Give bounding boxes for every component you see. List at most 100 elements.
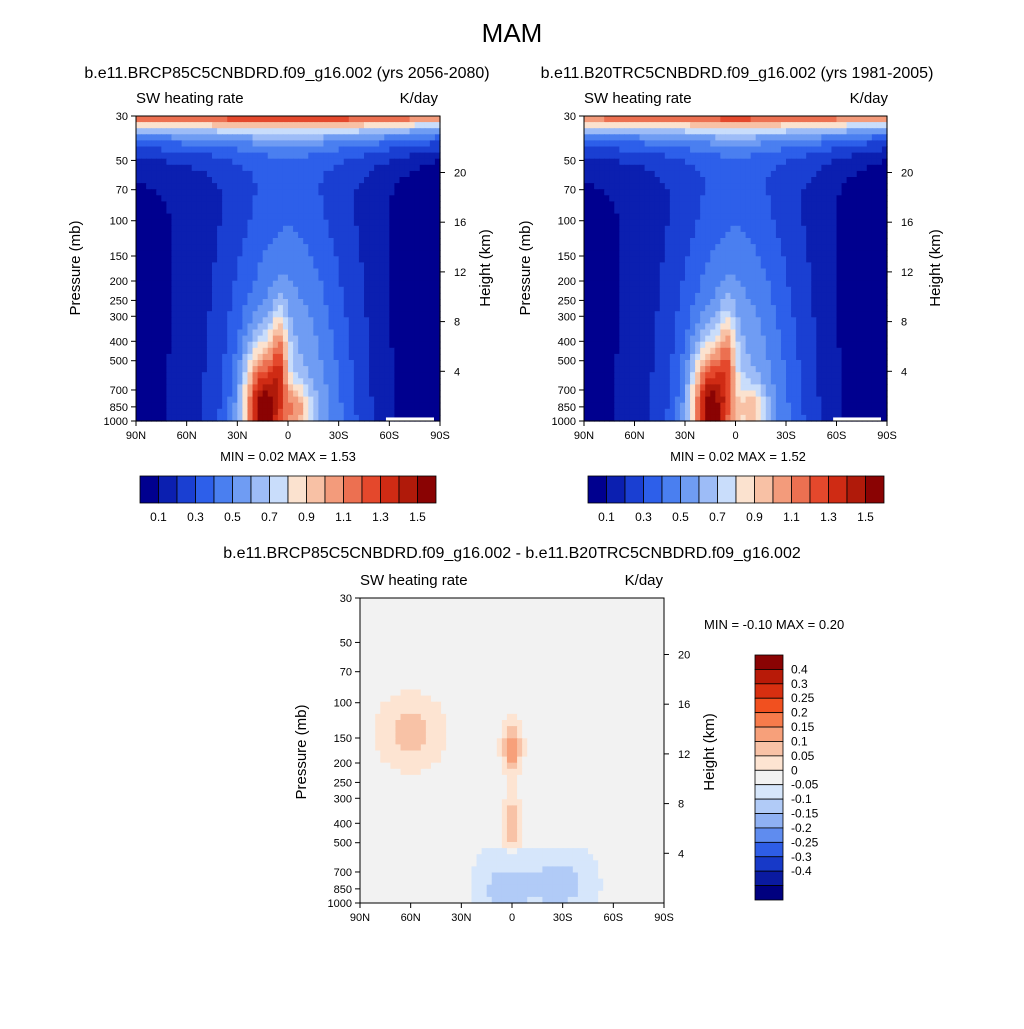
- colorbar-swatch: [681, 476, 700, 503]
- x-tick-label: 30S: [776, 430, 796, 442]
- colorbar-swatch: [344, 476, 363, 503]
- height-tick-label: 20: [678, 649, 690, 661]
- height-tick-label: 16: [678, 699, 690, 711]
- colorbar-swatch: [399, 476, 418, 503]
- colorbar-swatch: [736, 476, 755, 503]
- y-tick-label: 700: [334, 867, 352, 879]
- colorbar-label: 1.1: [335, 510, 352, 524]
- colorbar-label: 0.25: [791, 691, 815, 705]
- colorbar-swatch: [755, 741, 783, 755]
- colorbar-label: 0.4: [791, 662, 808, 676]
- height-tick-label: 20: [901, 167, 913, 179]
- y-tick-label: 400: [558, 336, 576, 348]
- colorbar-swatch: [866, 476, 885, 503]
- colorbar-swatch: [214, 476, 233, 503]
- x-tick-label: 60N: [624, 430, 644, 442]
- y-tick-label: 500: [334, 838, 352, 850]
- colorbar-label: 0.7: [261, 510, 278, 524]
- panel-title: b.e11.BRCP85C5CNBDRD.f09_g16.002 (yrs 20…: [84, 65, 489, 82]
- panel-rcp85: b.e11.BRCP85C5CNBDRD.f09_g16.002 (yrs 20…: [67, 65, 494, 524]
- height-tick-label: 16: [901, 217, 913, 229]
- variable-label: SW heating rate: [584, 90, 692, 107]
- colorbar-label: 1.5: [409, 510, 426, 524]
- y-tick-label: 200: [110, 276, 128, 288]
- y-tick-label: 400: [334, 818, 352, 830]
- y-tick-label: 70: [116, 185, 128, 197]
- colorbar-swatch: [755, 727, 783, 741]
- colorbar-label: 0.05: [791, 749, 815, 763]
- y-tick-label: 500: [558, 356, 576, 368]
- y-axis-label: Pressure (mb): [293, 704, 310, 799]
- right-axis-label: Height (km): [477, 229, 494, 307]
- x-tick-label: 90N: [350, 912, 370, 924]
- y-tick-label: 300: [110, 311, 128, 323]
- colorbar-swatch: [755, 842, 783, 856]
- colorbar-label: 0.3: [791, 677, 808, 691]
- y-tick-label: 70: [564, 185, 576, 197]
- contour-field: [136, 116, 441, 422]
- y-axis-label: Pressure (mb): [67, 220, 84, 315]
- height-tick-label: 8: [454, 317, 460, 329]
- colorbar-label: 1.5: [857, 510, 874, 524]
- colorbar-swatch: [607, 476, 626, 503]
- x-tick-label: 90N: [574, 430, 594, 442]
- x-tick-label: 90S: [654, 912, 674, 924]
- colorbar-swatch: [625, 476, 644, 503]
- y-tick-label: 150: [110, 251, 128, 263]
- y-tick-label: 300: [334, 793, 352, 805]
- contour-field: [360, 598, 665, 904]
- x-tick-label: 90S: [877, 430, 897, 442]
- y-tick-label: 30: [340, 593, 352, 605]
- colorbar-swatch: [829, 476, 848, 503]
- y-tick-label: 50: [340, 637, 352, 649]
- height-tick-label: 8: [901, 317, 907, 329]
- y-tick-label: 70: [340, 667, 352, 679]
- units-label: K/day: [850, 90, 889, 107]
- colorbar-swatch: [755, 770, 783, 784]
- colorbar-swatch: [773, 476, 792, 503]
- y-tick-label: 1000: [328, 898, 352, 910]
- x-tick-label: 60N: [177, 430, 197, 442]
- y-tick-label: 200: [558, 276, 576, 288]
- height-tick-label: 16: [454, 217, 466, 229]
- colorbar-label: 0.7: [709, 510, 726, 524]
- colorbar-label: 0.15: [791, 720, 815, 734]
- figure-title: MAM: [482, 18, 543, 48]
- y-tick-label: 850: [558, 402, 576, 414]
- x-tick-label: 60S: [827, 430, 847, 442]
- colorbar-label: 0.3: [635, 510, 652, 524]
- height-tick-label: 20: [454, 167, 466, 179]
- colorbar-swatch: [755, 828, 783, 842]
- colorbar-label: 1.3: [372, 510, 389, 524]
- colorbar-label: 0.2: [791, 706, 808, 720]
- colorbar-swatch: [755, 785, 783, 799]
- variable-label: SW heating rate: [136, 90, 244, 107]
- colorbar-swatch: [177, 476, 196, 503]
- colorbar-label: 0.9: [298, 510, 315, 524]
- y-tick-label: 700: [558, 385, 576, 397]
- units-label: K/day: [625, 572, 664, 589]
- colorbar-swatch: [792, 476, 811, 503]
- y-tick-label: 150: [558, 251, 576, 263]
- y-tick-label: 200: [334, 758, 352, 770]
- colorbar-swatch: [755, 476, 774, 503]
- x-tick-label: 0: [509, 912, 515, 924]
- x-tick-label: 90S: [430, 430, 450, 442]
- y-tick-label: 700: [110, 385, 128, 397]
- min-max-stats: MIN = 0.02 MAX = 1.53: [220, 449, 356, 464]
- min-max-stats: MIN = 0.02 MAX = 1.52: [670, 449, 806, 464]
- colorbar-label: 1.3: [820, 510, 837, 524]
- y-tick-label: 300: [558, 311, 576, 323]
- y-tick-label: 50: [116, 155, 128, 167]
- height-tick-label: 12: [901, 267, 913, 279]
- y-tick-label: 30: [564, 111, 576, 123]
- panel-difference: b.e11.BRCP85C5CNBDRD.f09_g16.002 - b.e11…: [223, 545, 844, 924]
- colorbar-swatch: [325, 476, 344, 503]
- colorbar-swatch: [755, 886, 783, 900]
- colorbar-swatch: [699, 476, 718, 503]
- right-axis-label: Height (km): [701, 713, 718, 791]
- colorbar-label: 0.9: [746, 510, 763, 524]
- colorbar-swatch: [362, 476, 381, 503]
